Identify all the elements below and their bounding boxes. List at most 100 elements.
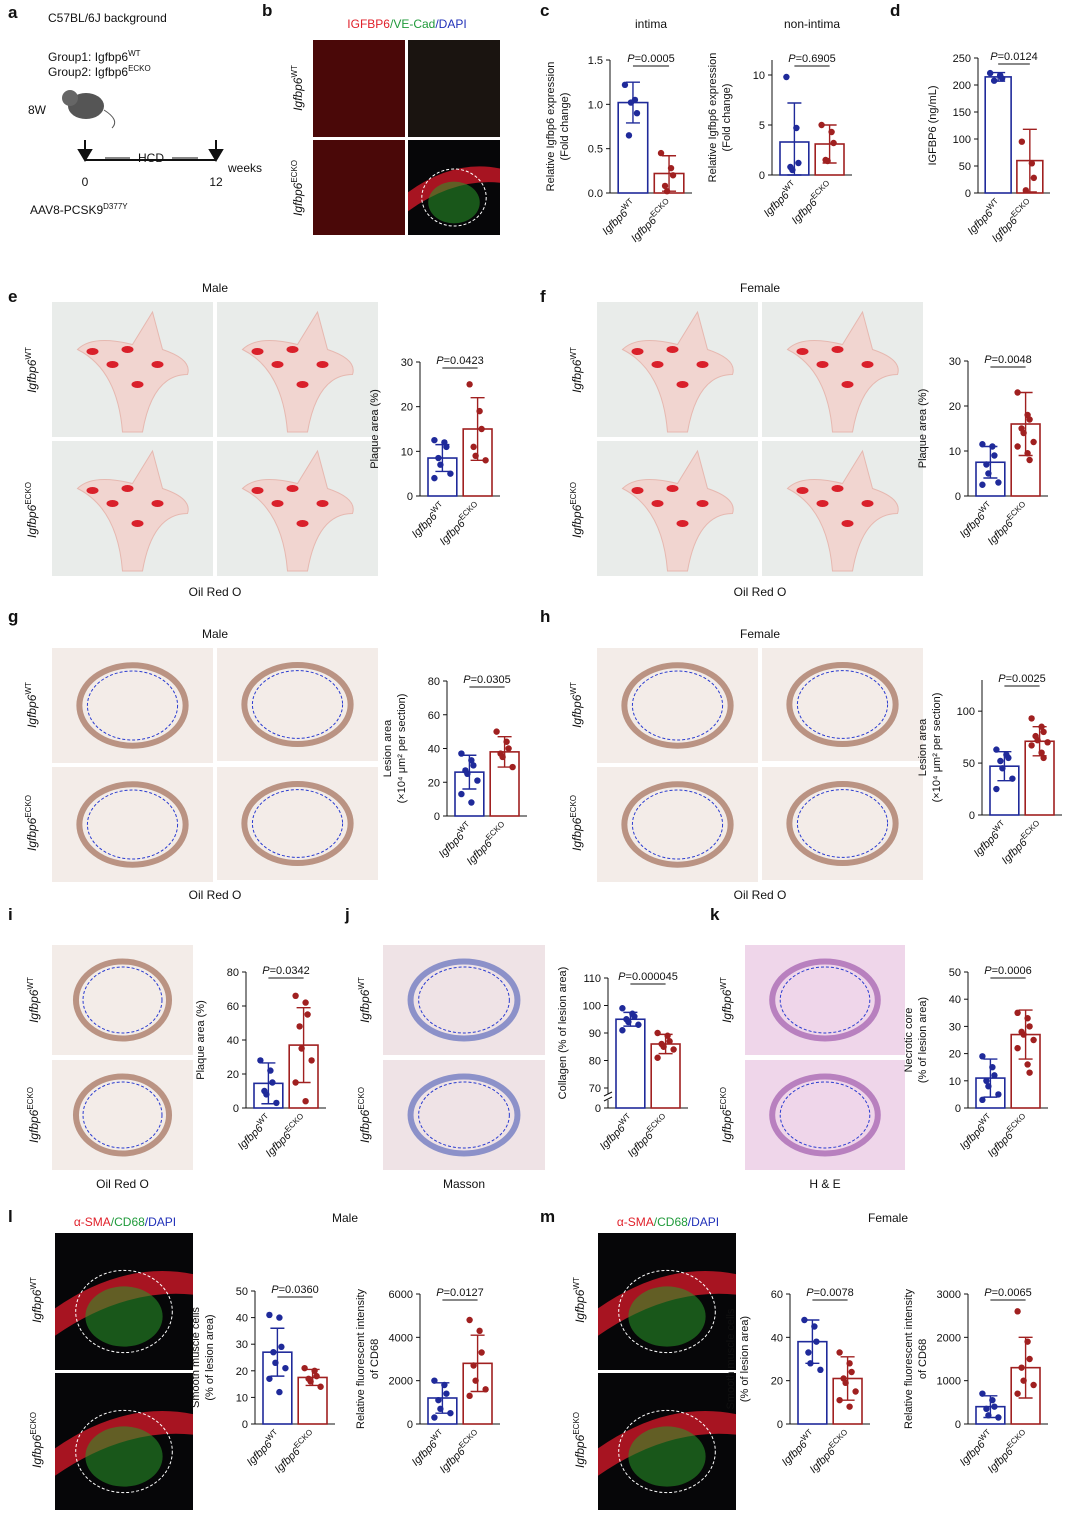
tissue (407, 958, 521, 1042)
data-point (633, 110, 641, 117)
group-text: Group2: Igfbp6ECKO (48, 64, 151, 79)
y-tick-label: 1.0 (588, 99, 603, 111)
data-point (793, 124, 800, 132)
row-label: Igfbp6WT (572, 1277, 587, 1323)
lesion (271, 361, 284, 368)
data-point (989, 1396, 996, 1404)
tissue (407, 1073, 521, 1157)
y-tick-label: 80 (589, 1056, 601, 1068)
tissue (55, 1271, 193, 1336)
y-tick-label: 10 (236, 1392, 248, 1404)
data-point (817, 1366, 824, 1374)
data-point (828, 128, 835, 136)
stain-label-part: /DAPI (435, 17, 466, 31)
axis-break (603, 1096, 613, 1102)
data-point (1020, 429, 1027, 437)
data-point (654, 1029, 661, 1037)
tissue (621, 310, 734, 433)
y-tick-label: 0 (242, 1419, 248, 1431)
stain-caption: Masson (443, 1177, 485, 1191)
tissue (76, 662, 189, 749)
data-point (669, 172, 677, 179)
y-tick-label: 0 (969, 810, 975, 822)
stain-label-part: IGFBP6 (347, 17, 390, 31)
row-label: Igfbp6WT (569, 347, 584, 393)
lesion (676, 520, 689, 527)
panel-letter: g (8, 607, 18, 626)
y-axis-label: Collagen (% of lesion area) (557, 967, 569, 1100)
tissue (786, 661, 899, 748)
panel-letter: c (540, 1, 549, 20)
y-axis-label: of CD68 (369, 1339, 381, 1379)
data-point (983, 1405, 990, 1413)
y-tick-label: 0 (434, 811, 440, 823)
data-point (995, 1414, 1002, 1421)
data-point (1026, 416, 1033, 423)
data-point (447, 1409, 454, 1417)
data-point (474, 777, 481, 784)
data-point (509, 763, 516, 771)
data-point (979, 1053, 986, 1060)
data-point (1030, 438, 1037, 446)
y-tick-label: 100 (957, 706, 975, 718)
data-point (437, 1405, 444, 1413)
lesion-outline (618, 1409, 716, 1494)
lesion-outline (618, 1269, 716, 1354)
y-axis-label: (% of lesion area) (204, 1314, 216, 1400)
data-point (267, 1067, 274, 1074)
lesion (696, 361, 709, 368)
y-tick-label: 5 (759, 120, 765, 132)
lesion (796, 487, 809, 494)
lesion (841, 520, 854, 527)
data-point (995, 479, 1002, 486)
y-tick-label: 0.5 (588, 144, 603, 156)
data-point (783, 73, 790, 81)
data-point (493, 728, 500, 735)
tissue (72, 958, 173, 1042)
data-point (1022, 187, 1030, 194)
y-tick-label: 0 (595, 1103, 601, 1115)
data-point (1028, 715, 1035, 722)
y-tick-label: 20 (949, 401, 961, 413)
data-point (1014, 1009, 1021, 1016)
group-text-sup: WT (128, 49, 141, 58)
data-point (476, 407, 483, 415)
y-tick-label: 6000 (389, 1289, 413, 1301)
stain-caption: Oil Red O (189, 888, 242, 902)
y-axis-label: Necrotic core (903, 1008, 915, 1073)
data-point (468, 757, 475, 764)
tissue (55, 1411, 193, 1476)
stain-label-part: /CD68 (654, 1215, 688, 1229)
data-point (811, 1323, 818, 1330)
data-point (470, 443, 477, 451)
lesion (631, 348, 644, 355)
stain-label: IGFBP6/VE-Cad/DAPI (347, 17, 466, 31)
unit-text: weeks (227, 161, 262, 175)
data-point (1024, 1015, 1031, 1022)
tissue (621, 662, 734, 749)
data-point (842, 1379, 849, 1387)
stain-label-part: /DAPI (688, 1215, 719, 1229)
data-point (482, 457, 489, 464)
y-axis-label: (Fold change) (559, 93, 571, 161)
data-point (1030, 174, 1038, 182)
y-tick-label: 10 (949, 446, 961, 458)
lesion (131, 381, 144, 388)
data-point (801, 1316, 808, 1324)
panel-letter: i (8, 905, 13, 924)
data-point (1020, 1377, 1027, 1384)
data-point (983, 1077, 990, 1085)
tissue (76, 310, 189, 433)
error-bar (787, 102, 802, 176)
data-point (503, 738, 510, 745)
tissue (85, 1426, 163, 1487)
p-value: P=0.0025 (998, 673, 1045, 685)
row-label: Igfbp6WT (24, 682, 39, 728)
y-tick-label: 90 (589, 1028, 601, 1040)
data-point (276, 1314, 283, 1321)
y-tick-label: 20 (428, 777, 440, 789)
p-value: P=0.0360 (271, 1284, 318, 1296)
data-point (478, 1349, 485, 1356)
data-point (619, 1005, 626, 1012)
p-value: P=0.000045 (618, 971, 678, 983)
